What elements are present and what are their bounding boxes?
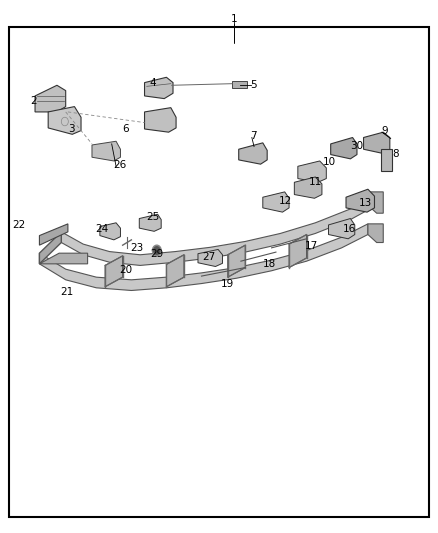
Polygon shape bbox=[198, 249, 223, 266]
Text: 11: 11 bbox=[309, 177, 322, 187]
Polygon shape bbox=[48, 107, 81, 134]
Text: 8: 8 bbox=[392, 149, 399, 158]
Text: 1: 1 bbox=[231, 14, 238, 23]
Polygon shape bbox=[92, 141, 120, 161]
Text: 26: 26 bbox=[113, 160, 126, 170]
Text: 24: 24 bbox=[95, 224, 109, 234]
Text: 19: 19 bbox=[221, 279, 234, 288]
Polygon shape bbox=[39, 224, 368, 290]
Text: 3: 3 bbox=[68, 124, 74, 134]
Polygon shape bbox=[331, 138, 357, 159]
Text: 13: 13 bbox=[359, 198, 372, 207]
Text: 18: 18 bbox=[263, 259, 276, 269]
Text: 5: 5 bbox=[251, 80, 257, 90]
Text: 4: 4 bbox=[150, 78, 156, 87]
Text: 23: 23 bbox=[131, 243, 144, 253]
Text: 25: 25 bbox=[146, 213, 159, 222]
Polygon shape bbox=[61, 195, 377, 265]
Text: 12: 12 bbox=[279, 197, 292, 206]
Text: 29: 29 bbox=[151, 249, 164, 259]
Text: 17: 17 bbox=[304, 241, 318, 251]
Polygon shape bbox=[294, 177, 322, 198]
Polygon shape bbox=[100, 223, 120, 240]
Text: 20: 20 bbox=[119, 265, 132, 275]
Text: 30: 30 bbox=[350, 141, 364, 150]
Text: 22: 22 bbox=[12, 220, 25, 230]
Text: 2: 2 bbox=[31, 96, 37, 106]
Polygon shape bbox=[166, 255, 184, 287]
Text: 6: 6 bbox=[122, 124, 128, 134]
Polygon shape bbox=[39, 224, 68, 245]
Circle shape bbox=[154, 247, 160, 254]
Polygon shape bbox=[263, 192, 289, 212]
Polygon shape bbox=[239, 143, 267, 164]
Polygon shape bbox=[328, 219, 355, 239]
Text: 21: 21 bbox=[60, 287, 74, 297]
Text: 10: 10 bbox=[323, 157, 336, 167]
Polygon shape bbox=[35, 85, 66, 112]
Text: 9: 9 bbox=[381, 126, 388, 135]
Polygon shape bbox=[232, 81, 247, 88]
Polygon shape bbox=[39, 253, 88, 264]
Polygon shape bbox=[105, 256, 123, 287]
Polygon shape bbox=[39, 232, 61, 264]
Polygon shape bbox=[381, 149, 392, 171]
Polygon shape bbox=[289, 235, 307, 268]
Polygon shape bbox=[298, 161, 326, 182]
Text: 7: 7 bbox=[250, 131, 256, 141]
Polygon shape bbox=[139, 214, 161, 231]
Polygon shape bbox=[346, 189, 374, 212]
Polygon shape bbox=[364, 132, 390, 154]
Polygon shape bbox=[145, 108, 176, 132]
Polygon shape bbox=[228, 245, 245, 277]
Polygon shape bbox=[145, 77, 173, 99]
Circle shape bbox=[152, 245, 161, 256]
Text: 16: 16 bbox=[343, 224, 356, 234]
Polygon shape bbox=[368, 224, 383, 243]
Polygon shape bbox=[368, 192, 383, 213]
Text: 27: 27 bbox=[202, 252, 215, 262]
